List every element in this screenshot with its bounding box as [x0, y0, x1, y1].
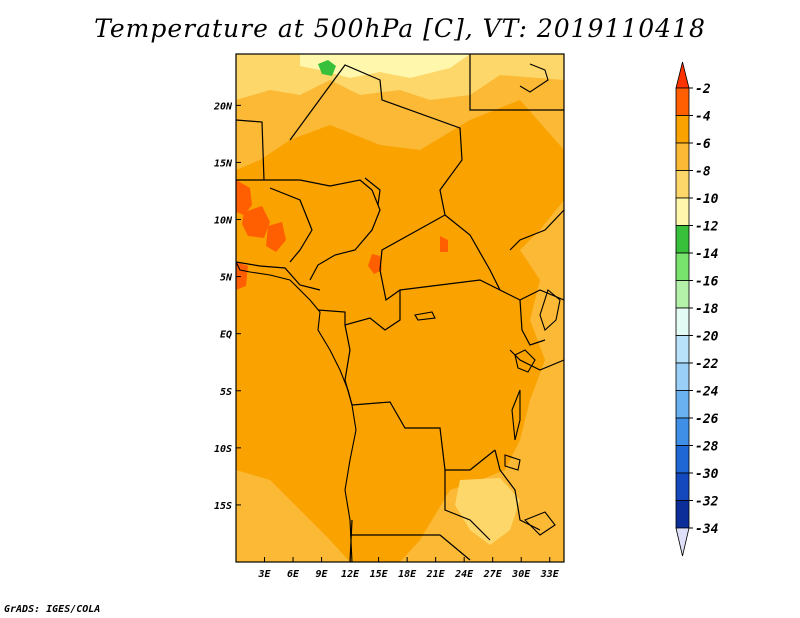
lat-tick-label: EQ	[220, 330, 232, 341]
legend-color-box	[675, 142, 690, 171]
coastlines	[236, 63, 561, 562]
legend-level-label: -6	[695, 137, 711, 152]
legend-level-label: -34	[695, 522, 719, 537]
legend-color-box	[675, 390, 690, 419]
legend-color-box	[675, 335, 690, 364]
lat-tick-label: 5N	[220, 273, 233, 284]
lon-tick-label: 24E	[454, 569, 474, 580]
country-borders	[236, 54, 564, 562]
field-warm-west-1	[236, 180, 252, 215]
legend-level-label: -8	[695, 165, 711, 180]
legend-level-label: -4	[695, 110, 711, 125]
lon-tick-label: 33E	[540, 569, 560, 580]
legend-color-box	[675, 115, 690, 144]
field-coolest-north	[300, 54, 470, 78]
lon-tick-label: 9E	[316, 569, 329, 580]
legend-level-label: -2	[695, 82, 711, 97]
lon-tick-label: 18E	[398, 569, 417, 580]
lat-tick-label: 20N	[213, 101, 233, 112]
legend-level-label: -16	[695, 275, 719, 290]
legend-level-label: -18	[695, 302, 719, 317]
legend-bottom-arrow	[675, 527, 690, 557]
lat-tick-label: 15S	[214, 501, 232, 512]
lon-tick-label: 12E	[341, 569, 360, 580]
field-warm-west-2	[242, 206, 270, 238]
field-cold-spot	[318, 60, 336, 76]
field-warm-west-3	[266, 222, 286, 252]
legend-color-box	[675, 280, 690, 309]
grads-credit: GrADS: IGES/COLA	[4, 604, 101, 615]
lat-tick-label: 10S	[214, 444, 232, 455]
legend-level-label: -20	[695, 330, 719, 345]
legend-color-box	[675, 307, 690, 336]
field-cool-southeast	[455, 478, 520, 545]
axis-ticks: 3E 6E 9E 12E 15E 18E 21E 24E 27E 30E 33E 20N 15N 10N 5…	[213, 101, 560, 580]
field-cool-east	[400, 200, 564, 562]
legend-color-box	[675, 445, 690, 474]
lon-tick-label: 21E	[426, 569, 446, 580]
legend-color-box	[675, 500, 690, 529]
legend-color-box	[675, 252, 690, 281]
field-warm-central	[368, 254, 382, 274]
field-cool-southwest	[236, 470, 350, 562]
lon-tick-label: 15E	[370, 569, 389, 580]
field-warm-east	[440, 236, 448, 252]
legend-level-label: -22	[695, 357, 719, 372]
legend-color-box	[675, 87, 690, 116]
legend-level-label: -28	[695, 440, 719, 455]
lat-tick-label: 5S	[220, 387, 232, 398]
lon-tick-label: 3E	[257, 569, 271, 580]
legend-color-box	[675, 472, 690, 501]
legend-level-label: -26	[695, 412, 719, 427]
legend-top-arrow	[675, 61, 690, 89]
legend-level-label: -30	[695, 467, 719, 482]
legend-color-box	[675, 225, 690, 254]
legend-level-label: -12	[695, 220, 719, 235]
map-frame	[235, 53, 565, 563]
legend-level-label: -14	[695, 247, 719, 262]
legend-level-label: -24	[695, 385, 719, 400]
legend-level-label: -32	[695, 495, 719, 510]
legend-color-box	[675, 417, 690, 446]
legend-level-label: -10	[695, 192, 719, 207]
lon-tick-label: 27E	[483, 569, 503, 580]
lon-tick-label: 30E	[511, 569, 531, 580]
lat-tick-label: 15N	[214, 158, 233, 169]
legend-color-box	[675, 362, 690, 391]
legend-color-box	[675, 197, 690, 226]
lon-tick-label: 6E	[287, 569, 300, 580]
lat-tick-label: 10N	[214, 216, 233, 227]
chart-title: Temperature at 500hPa [C], VT: 201911041…	[94, 14, 706, 43]
legend-color-box	[675, 170, 690, 199]
